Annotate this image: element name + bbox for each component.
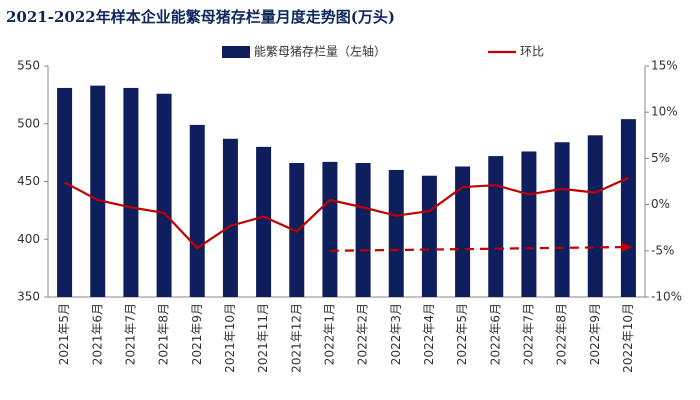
- y-tick-label: 500: [17, 116, 40, 130]
- chart-title: 2021-2022年样本企业能繁母猪存栏量月度走势图(万头): [6, 8, 395, 26]
- bar: [587, 135, 603, 297]
- x-tick-label: 2022年2月: [356, 303, 370, 365]
- x-tick-label: 2021年11月: [256, 303, 270, 373]
- legend-label: 能繁母猪存栏量（左轴）: [254, 44, 386, 59]
- bar: [521, 151, 537, 297]
- y2-tick-label: -10%: [651, 290, 682, 304]
- x-tick-label: 2022年4月: [422, 303, 436, 365]
- x-tick-label: 2022年6月: [488, 303, 502, 365]
- bar: [189, 124, 205, 297]
- y-tick-label: 350: [17, 290, 40, 304]
- x-tick-label: 2022年9月: [588, 303, 602, 365]
- bar: [156, 93, 172, 297]
- x-tick-label: 2021年7月: [123, 303, 137, 365]
- bar: [388, 169, 404, 297]
- x-tick-label: 2022年3月: [389, 303, 403, 365]
- x-tick-label: 2021年5月: [57, 303, 71, 365]
- x-tick-label: 2021年6月: [90, 303, 104, 365]
- x-tick-label: 2022年7月: [521, 303, 535, 365]
- bar: [355, 163, 371, 297]
- legend-swatch: [222, 46, 250, 58]
- bar: [322, 161, 338, 297]
- x-tick-label: 2021年12月: [289, 303, 303, 373]
- bar: [90, 85, 106, 297]
- x-tick-label: 2021年9月: [190, 303, 204, 365]
- bar: [57, 87, 73, 297]
- line: [64, 176, 629, 250]
- x-tick-label: 2021年8月: [157, 303, 171, 365]
- y2-tick-label: 15%: [651, 59, 678, 73]
- y2-tick-label: 0%: [651, 197, 670, 211]
- bar: [123, 87, 139, 297]
- x-tick-label: 2022年8月: [555, 303, 569, 365]
- y-tick-label: 450: [17, 174, 40, 188]
- y-tick-label: 400: [17, 232, 40, 246]
- bar: [455, 166, 471, 297]
- x-tick-label: 2022年1月: [322, 303, 336, 365]
- x-tick-label: 2022年10月: [621, 303, 635, 373]
- x-tick-label: 2022年5月: [455, 303, 469, 365]
- bar: [222, 138, 238, 297]
- y2-tick-label: 5%: [651, 151, 670, 165]
- x-tick-label: 2021年10月: [223, 303, 237, 373]
- y2-tick-label: 10%: [651, 105, 678, 119]
- bar: [421, 175, 437, 297]
- y2-tick-label: -5%: [651, 243, 674, 257]
- bar: [488, 156, 504, 297]
- trend-line: [329, 246, 623, 252]
- y-tick-label: 550: [17, 59, 40, 73]
- trend-arrow: [621, 242, 633, 253]
- legend-label: 环比: [520, 45, 544, 59]
- bar: [256, 146, 272, 297]
- bar: [554, 142, 570, 297]
- bar: [620, 119, 636, 297]
